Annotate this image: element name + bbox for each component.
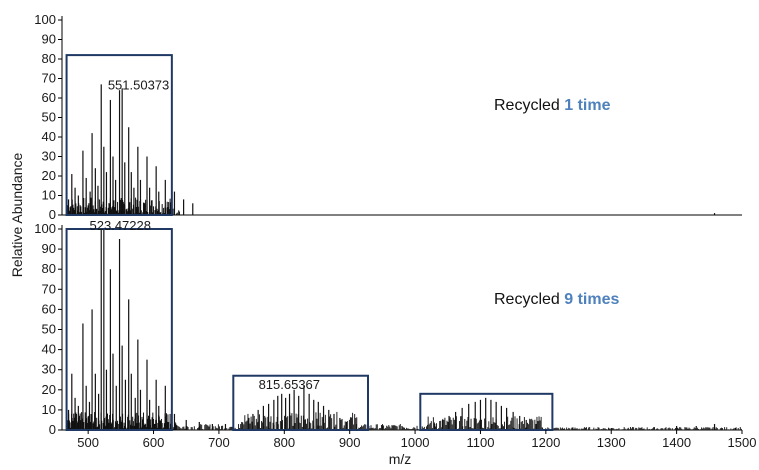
y-tick-label: 70 <box>42 281 56 296</box>
peak-annotation: 523.47228 <box>90 218 151 233</box>
y-axis-label: Relative Abundance <box>9 153 25 278</box>
x-axis: 500 600 700 800 900 1000 1100 1200 1300 1400 1500 <box>77 430 756 450</box>
y-tick-label: 60 <box>42 301 56 316</box>
highlight-box <box>232 374 369 432</box>
bottom-spectrum-panel: 0 10 20 30 40 50 60 70 80 90 100 523.47228 815.65367… <box>34 218 742 437</box>
y-tick-label: 0 <box>49 422 56 437</box>
x-tick-label: 1200 <box>531 435 560 450</box>
y-tick-label: 90 <box>42 32 56 47</box>
recycled-note-count: 9 times <box>564 291 619 308</box>
y-tick-label: 50 <box>42 110 56 125</box>
y-tick-label: 20 <box>42 168 56 183</box>
y-tick-label: 10 <box>42 188 56 203</box>
highlight-box <box>419 392 554 432</box>
x-tick-label: 700 <box>208 435 230 450</box>
y-tick-label: 100 <box>34 12 56 27</box>
y-tick-label: 50 <box>42 322 56 337</box>
y-tick-label: 70 <box>42 71 56 86</box>
x-tick-label: 500 <box>77 435 99 450</box>
x-tick-label: 1400 <box>662 435 691 450</box>
y-tick-label: 30 <box>42 362 56 377</box>
y-tick-label: 100 <box>34 221 56 236</box>
recycled-note: Recycled 9 times <box>494 291 619 308</box>
top-spectrum-panel: 0 10 20 30 40 50 60 70 80 90 100 551.50373 Recycled … <box>34 12 742 222</box>
y-tick-label: 0 <box>49 207 56 222</box>
x-tick-label: 1300 <box>597 435 626 450</box>
y-tick-label: 40 <box>42 342 56 357</box>
y-tick-label: 80 <box>42 261 56 276</box>
x-tick-label: 1000 <box>401 435 430 450</box>
recycled-note-prefix: Recycled <box>494 291 564 308</box>
x-axis-label: m/z <box>389 451 412 467</box>
y-tick-label: 30 <box>42 149 56 164</box>
y-tick-label: 40 <box>42 129 56 144</box>
x-tick-label: 1500 <box>728 435 757 450</box>
x-tick-label: 1100 <box>466 435 494 450</box>
recycled-note: Recycled 1 time <box>494 97 611 114</box>
x-tick-label: 900 <box>339 435 361 450</box>
y-tick-label: 20 <box>42 382 56 397</box>
x-tick-label: 800 <box>273 435 295 450</box>
y-tick-label: 80 <box>42 51 56 66</box>
recycled-note-prefix: Recycled <box>494 97 564 114</box>
y-tick-label: 10 <box>42 402 56 417</box>
y-tick-label: 90 <box>42 241 56 256</box>
x-tick-label: 600 <box>143 435 165 450</box>
recycled-note-count: 1 time <box>564 97 610 114</box>
peak-annotation: 815.65367 <box>259 377 320 392</box>
y-tick-label: 60 <box>42 90 56 105</box>
highlight-box <box>65 228 173 431</box>
highlight-box <box>65 54 173 216</box>
peak-annotation: 551.50373 <box>108 77 169 92</box>
